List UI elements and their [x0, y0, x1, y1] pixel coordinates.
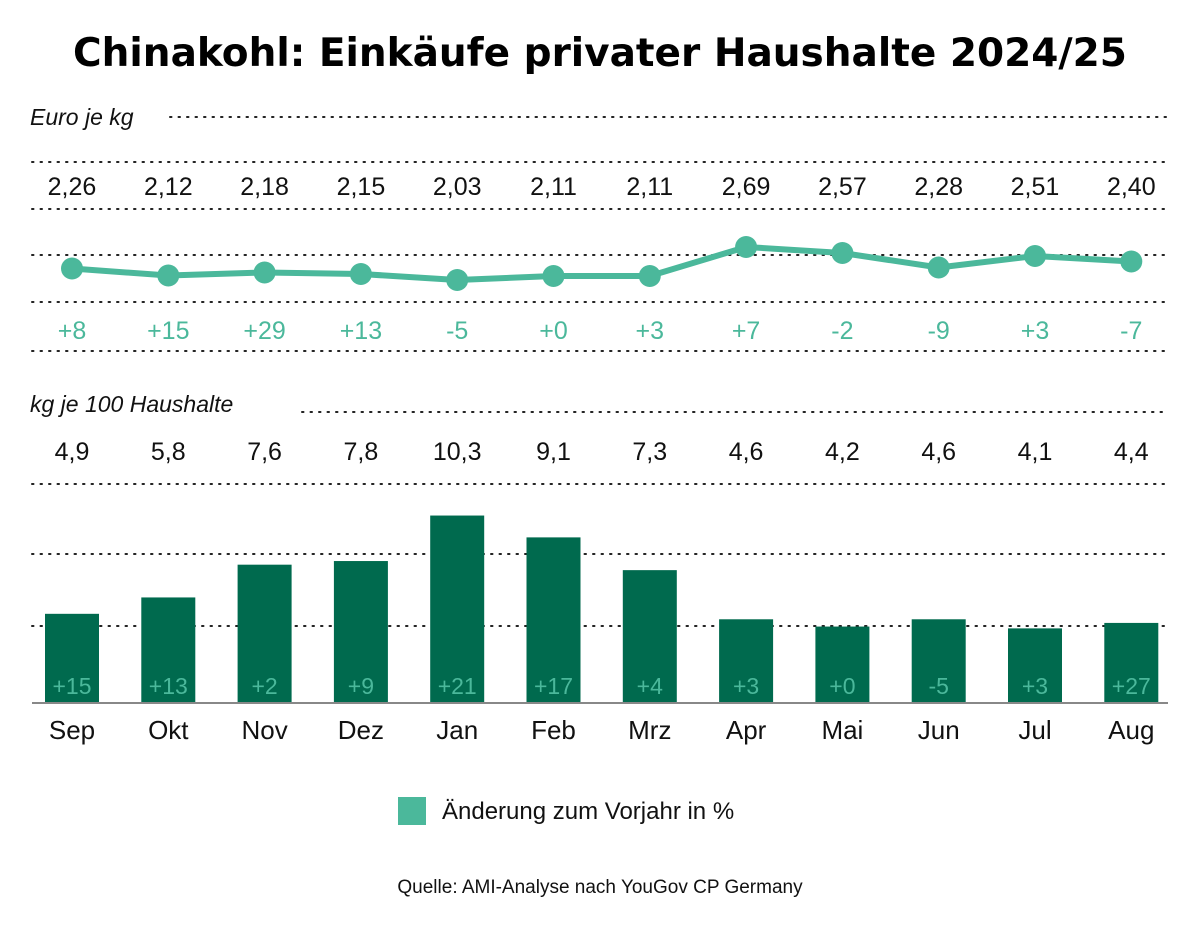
volume-bar: [911, 619, 966, 703]
month-tick-label: Jun: [918, 715, 960, 745]
volume-change-label: +4: [637, 673, 663, 699]
source-note: Quelle: AMI-Analyse nach YouGov CP Germa…: [397, 877, 803, 898]
price-change-label: -7: [1120, 317, 1142, 345]
price-point: [735, 236, 758, 258]
volume-bar: [1008, 628, 1062, 703]
price-change-label: +29: [243, 317, 285, 345]
price-point: [157, 264, 180, 287]
price-label: 2,69: [722, 173, 771, 201]
price-label: 2,26: [48, 173, 97, 201]
price-point: [446, 269, 469, 291]
price-point: [1024, 245, 1046, 267]
volume-label: 4,1: [1018, 438, 1053, 466]
price-change-label: +0: [539, 317, 568, 345]
volume-label: 9,1: [536, 438, 571, 466]
price-change-label: +3: [1021, 317, 1050, 345]
volume-change-label: +0: [829, 673, 855, 699]
price-point: [253, 261, 276, 284]
price-change-label: -9: [928, 317, 950, 345]
chart-title: Chinakohl: Einkäufe privater Haushalte 2…: [73, 31, 1127, 76]
price-label: 2,11: [530, 173, 577, 201]
volume-axis-label: kg je 100 Haushalte: [30, 391, 233, 417]
price-label: 2,40: [1107, 173, 1156, 201]
volume-bar: [1104, 622, 1159, 703]
volume-bar: [333, 561, 388, 703]
month-tick-label: Apr: [726, 715, 767, 745]
price-label: 2,15: [337, 173, 386, 201]
volume-label: 4,9: [55, 438, 90, 466]
volume-label: 7,3: [632, 438, 667, 466]
month-tick-label: Jan: [436, 715, 478, 745]
volume-bar: [141, 597, 196, 703]
month-tick-label: Mrz: [628, 715, 671, 745]
volume-label: 10,3: [433, 438, 482, 466]
volume-change-label: -5: [928, 673, 948, 699]
month-tick-label: Feb: [531, 715, 576, 745]
volume-label: 5,8: [151, 438, 186, 466]
price-change-label: +7: [732, 317, 761, 345]
price-point: [1120, 250, 1143, 273]
volume-change-label: +13: [149, 673, 188, 699]
volume-label: 4,4: [1114, 438, 1149, 466]
price-line: [71, 244, 1132, 283]
volume-label: 4,6: [921, 438, 956, 466]
month-tick-label: Dez: [338, 715, 384, 745]
volume-label: 4,2: [825, 438, 860, 466]
volume-change-label: +17: [534, 673, 573, 699]
month-tick-label: Nov: [241, 715, 287, 745]
volume-bar: [815, 626, 870, 703]
volume-bar: [719, 619, 774, 703]
price-label: 2,18: [240, 173, 289, 201]
volume-bar: [622, 570, 677, 703]
volume-bar: [237, 564, 292, 703]
price-label: 2,03: [433, 173, 482, 201]
price-change-label: +8: [58, 317, 87, 345]
price-change-label: +13: [340, 317, 382, 345]
volume-change-label: +3: [733, 673, 759, 699]
legend-swatch: [398, 797, 426, 825]
price-change-label: +3: [636, 317, 665, 345]
price-change-label: -2: [831, 317, 853, 345]
volume-bar: [45, 613, 99, 703]
price-label: 2,12: [144, 173, 193, 201]
price-point: [349, 263, 372, 285]
price-point: [831, 242, 854, 264]
volume-label: 7,8: [344, 438, 379, 466]
price-point: [542, 265, 565, 287]
price-change-label: -5: [446, 317, 468, 345]
volume-change-label: +9: [348, 673, 374, 699]
price-label: 2,11: [626, 173, 673, 201]
volume-label: 7,6: [247, 438, 282, 466]
month-tick-label: Sep: [49, 715, 95, 745]
volume-change-label: +27: [1112, 673, 1151, 699]
volume-bar: [430, 515, 485, 703]
price-axis-label: Euro je kg: [30, 104, 134, 130]
price-label: 2,51: [1011, 173, 1060, 201]
volume-change-label: +2: [251, 673, 277, 699]
month-tick-label: Aug: [1108, 715, 1154, 745]
volume-label: 4,6: [729, 438, 764, 466]
price-point: [927, 256, 950, 279]
legend-label: Änderung zum Vorjahr in %: [442, 798, 734, 825]
price-change-label: +15: [147, 317, 189, 345]
volume-change-label: +21: [438, 673, 477, 699]
volume-change-label: +15: [52, 673, 91, 699]
month-tick-label: Okt: [148, 715, 189, 745]
volume-change-label: +3: [1022, 673, 1048, 699]
price-label: 2,28: [914, 173, 963, 201]
month-tick-label: Mai: [821, 715, 863, 745]
month-tick-label: Jul: [1018, 715, 1051, 745]
price-point: [61, 257, 83, 280]
price-point: [638, 265, 661, 287]
volume-bar: [526, 537, 581, 703]
price-label: 2,57: [818, 173, 867, 201]
